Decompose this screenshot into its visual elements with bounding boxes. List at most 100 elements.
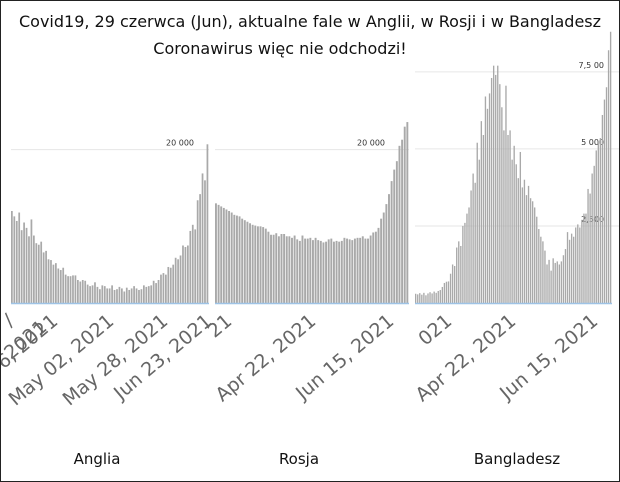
bar [482,135,485,303]
bar [374,231,377,303]
bar [298,240,301,303]
bar [348,239,351,303]
bar [431,293,433,303]
bar [165,274,167,303]
bar [548,259,550,303]
bar [382,212,385,303]
bar [293,235,296,303]
bar [196,200,199,303]
bar [503,130,505,303]
bar [577,224,579,303]
bar [332,241,335,303]
bar [220,206,223,303]
bar [340,240,343,303]
bar [67,276,69,303]
bar [55,263,57,303]
bar [285,236,288,303]
bar [591,173,593,303]
bar [140,289,143,303]
bar [267,231,270,303]
bar [64,274,67,303]
bar [356,237,359,303]
bar [575,227,577,303]
bar [451,264,454,303]
bar [189,230,192,303]
bar [123,291,126,303]
bar [233,214,236,303]
bar [145,286,148,303]
bar [184,247,187,303]
bar [277,236,280,303]
bar [35,243,38,303]
bar [597,142,599,303]
bar [194,229,197,303]
bar [361,236,364,303]
bar [476,142,478,303]
bar [536,216,538,303]
bar [417,294,419,303]
bar [550,270,552,303]
bar [275,233,278,303]
bar [380,218,383,303]
bar [458,241,460,303]
bar [460,245,462,303]
bar [246,221,249,303]
bar [573,236,575,303]
bar [167,266,170,303]
bar [288,236,291,303]
bar [425,295,427,303]
bar [147,286,150,303]
bar [511,159,513,303]
bar [77,280,79,303]
bar [57,268,60,303]
bar [59,270,62,303]
bar [406,122,409,303]
bar [468,207,470,303]
bar [106,288,109,303]
bar [403,126,406,303]
bar [264,228,267,303]
bar [470,190,472,303]
bar [325,241,328,303]
bar [395,161,398,303]
bar [152,280,155,303]
bar [335,240,338,303]
bar [585,213,587,303]
bar [52,264,55,303]
y-reference-label: 7,5 00 [579,61,604,70]
y-reference-label: 20 000 [357,139,385,148]
bar [560,261,563,303]
bar [128,289,131,303]
bar [28,236,30,303]
bar [37,244,40,303]
bar [338,241,341,303]
bar [474,182,476,303]
bar [143,285,145,303]
bar [505,85,507,303]
bar [542,241,544,303]
bar [447,281,450,303]
bar [317,240,320,303]
bar [113,289,116,303]
bar [155,283,157,303]
bar [238,216,241,303]
bar [562,255,565,303]
bar [259,226,262,303]
bar [521,187,524,303]
bar [587,188,589,303]
bar [215,203,217,303]
bar [599,138,602,303]
bar [538,229,540,303]
bar [138,289,140,303]
bar [501,107,503,304]
bar [182,245,184,303]
bar [566,232,569,303]
bar [343,237,346,303]
bar [89,286,91,303]
bar [272,234,275,303]
chart-title: Covid19, 29 czerwca (Jun), aktualne fale… [18,12,602,31]
bar [118,286,121,303]
bar [415,293,417,303]
bar [607,50,610,303]
bar [99,289,101,303]
